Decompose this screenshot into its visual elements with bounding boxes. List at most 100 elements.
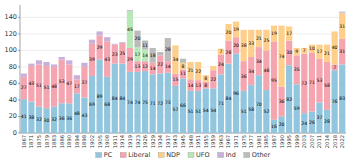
- bar-segment: [119, 42, 125, 43]
- data-label: 37: [317, 115, 323, 120]
- x-tick-label: 1934: [157, 134, 163, 148]
- data-label: 11: [180, 71, 186, 76]
- x-tick-label: 1894: [74, 134, 80, 148]
- data-label: 34: [172, 57, 178, 62]
- data-label: 17: [135, 52, 141, 57]
- data-label: 52: [263, 109, 269, 114]
- data-label: 24: [218, 62, 224, 67]
- bar-segment: [263, 29, 269, 30]
- data-label: 8: [204, 83, 207, 88]
- data-label: 14: [188, 83, 194, 88]
- data-label: 31: [339, 49, 345, 54]
- data-label: 30: [286, 50, 292, 55]
- data-label: 31: [339, 24, 345, 29]
- data-label: 59: [294, 106, 300, 111]
- bar-segment: [248, 57, 254, 85]
- data-label: 74: [279, 54, 285, 59]
- bar-segment: [74, 79, 80, 93]
- bar-segment: [256, 29, 262, 30]
- data-label: 43: [28, 81, 34, 86]
- x-tick-label: 1890: [66, 135, 72, 148]
- bar-segment: [150, 74, 156, 133]
- data-label: 19: [271, 31, 277, 36]
- x-tick-label: 2014: [324, 134, 330, 148]
- bar-segment: [309, 45, 315, 53]
- legend-swatch: [188, 153, 194, 158]
- bar-segment: [203, 75, 209, 82]
- bar-segment: [271, 25, 277, 26]
- bar-segment: [324, 44, 330, 45]
- bar-segment: [324, 44, 330, 45]
- bar-segment: [180, 63, 186, 70]
- bar-segment: [294, 84, 300, 133]
- x-tick-label: 1981: [256, 135, 262, 148]
- data-label: 84: [112, 96, 118, 101]
- grid-line: [20, 33, 346, 34]
- bar-segment: [112, 43, 118, 45]
- x-tick-label: 1883: [51, 135, 57, 148]
- bar-segment: [74, 93, 80, 133]
- bar-segment: [172, 45, 178, 46]
- bar-segment: [119, 42, 125, 44]
- data-label: 71: [218, 101, 224, 106]
- bar-segment: [59, 103, 65, 133]
- legend-swatch: [218, 153, 224, 158]
- data-label: 69: [89, 102, 95, 107]
- data-label: 58: [324, 83, 330, 88]
- x-tick-label: 1985: [263, 135, 269, 148]
- x-tick-label: 1905: [97, 135, 103, 148]
- bar-segment: [241, 29, 247, 30]
- bar-segment: [324, 45, 330, 62]
- legend-label: NDP: [166, 151, 180, 159]
- bar-segment: [301, 48, 307, 54]
- data-label: 22: [210, 77, 216, 82]
- bar-segment: [248, 29, 254, 30]
- x-tick-label: 1871: [28, 135, 34, 148]
- data-label: 43: [82, 113, 88, 118]
- x-tick-label: 1959: [210, 135, 216, 148]
- x-tick-label: 1990: [279, 135, 285, 148]
- bar-segment: [142, 50, 148, 62]
- data-label: 27: [21, 85, 27, 90]
- bar-segment: [81, 63, 87, 67]
- bar-segment: [66, 60, 72, 64]
- bar-segment: [59, 60, 65, 104]
- data-label: 84: [226, 96, 232, 101]
- bar-segment: [21, 74, 27, 77]
- bar-segment: [172, 74, 178, 86]
- data-label: 21: [256, 36, 262, 41]
- bar-segment: [28, 63, 34, 64]
- data-label: 66: [180, 103, 186, 108]
- bar-segment: [172, 45, 178, 73]
- data-label: 48: [263, 68, 269, 73]
- bar-segment: [119, 42, 125, 43]
- bar-segment: [324, 44, 330, 45]
- bar-segment: [203, 82, 209, 89]
- data-label: 58: [248, 107, 254, 112]
- x-tick-label: 1945: [180, 135, 186, 148]
- x-tick-label: 1867: [21, 135, 27, 148]
- data-label: 14: [142, 53, 148, 58]
- y-tick-label: 40: [9, 96, 17, 104]
- bar-segment: [157, 52, 163, 55]
- bar-segment: [278, 26, 284, 87]
- bar-segment: [21, 99, 27, 133]
- bar-segment: [51, 64, 57, 65]
- data-label: 13: [135, 64, 141, 69]
- x-tick-label: 1926: [142, 135, 148, 148]
- bar-segment: [339, 39, 345, 65]
- bar-segment: [134, 72, 140, 133]
- bar-segment: [112, 45, 118, 64]
- x-tick-label: 1923: [135, 135, 141, 148]
- bar-segment: [271, 41, 277, 119]
- bar-segment: [271, 25, 277, 26]
- bar-segment: [301, 54, 307, 113]
- x-tick-label: 1995: [286, 135, 292, 148]
- bar-segment: [210, 66, 216, 70]
- data-label: 29: [127, 57, 133, 62]
- bar-segment: [89, 40, 95, 44]
- bar-segment: [51, 67, 57, 107]
- y-tick-label: 140: [5, 13, 17, 21]
- bar-segment: [127, 72, 133, 133]
- bar-segment: [278, 25, 284, 26]
